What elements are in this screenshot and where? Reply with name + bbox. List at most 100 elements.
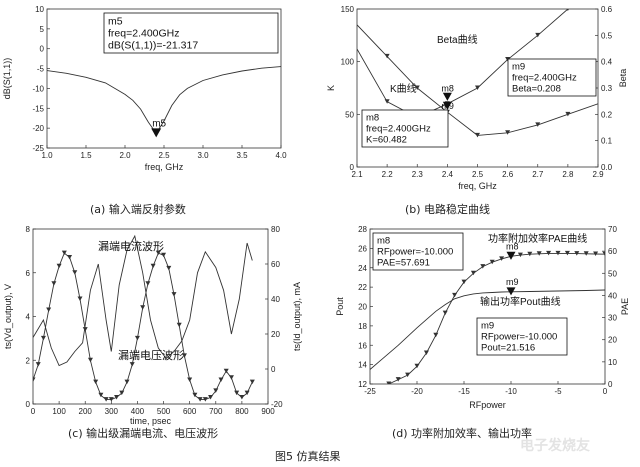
plot-area bbox=[370, 250, 605, 384]
y2-tick-label: 0 bbox=[271, 365, 276, 374]
y-tick-label: -20 bbox=[32, 124, 44, 133]
y2-axis-label: ts(Id_output), mA bbox=[292, 282, 302, 351]
y-tick-label: 22 bbox=[358, 283, 367, 292]
beta-point bbox=[505, 130, 511, 135]
marker-m8-line: PAE=57.691 bbox=[377, 258, 430, 269]
pae-point bbox=[564, 250, 570, 256]
x-tick-label: 3.5 bbox=[236, 151, 248, 160]
voltage-point bbox=[239, 394, 245, 400]
x-tick-label: 100 bbox=[52, 407, 66, 416]
voltage-point bbox=[119, 390, 125, 396]
y2-tick-label: 0 bbox=[608, 380, 613, 389]
y2-tick-label: 50 bbox=[608, 269, 617, 278]
y2-tick-label: 20 bbox=[608, 336, 617, 345]
y-tick-label: 0 bbox=[40, 45, 45, 54]
x-tick-label: 2.0 bbox=[119, 151, 131, 160]
k-curve-annotation: K曲线 bbox=[390, 82, 417, 95]
panel-b-stability-chart: 2.1 2.2 2.3 2.4 2.5 2.6 2.7 2.8 2.9 freq, GHz 150 1… bbox=[326, 5, 628, 191]
current-waveform-annotation: 漏端电流波形 bbox=[98, 239, 164, 253]
marker-m9-line: freq=2.400GHz bbox=[512, 73, 577, 84]
pae-point bbox=[442, 310, 448, 316]
voltage-point bbox=[103, 397, 109, 402]
y-tick-label: 18 bbox=[358, 322, 367, 331]
x-tick-label: 2.5 bbox=[158, 151, 170, 160]
marker-m9-triangle bbox=[506, 287, 516, 296]
x-tick-label: 0 bbox=[603, 387, 608, 396]
x-tick-label: 2.7 bbox=[532, 170, 544, 179]
y2-tick-label: 0.2 bbox=[601, 110, 613, 119]
y2-tick-label: 0.0 bbox=[601, 163, 613, 172]
k-point bbox=[535, 32, 541, 38]
voltage-point bbox=[249, 379, 255, 385]
pae-point bbox=[414, 363, 420, 369]
x-tick-label: 400 bbox=[131, 407, 145, 416]
voltage-point bbox=[223, 368, 229, 374]
y-axis-label: ts(Vd_output), V bbox=[3, 284, 13, 349]
x-tick-label: 2.2 bbox=[382, 170, 394, 179]
pae-point bbox=[555, 250, 561, 256]
y2-tick-label: 0.4 bbox=[601, 58, 613, 67]
pae-point bbox=[527, 251, 533, 257]
caption-a: (a) 输入端反射参数 bbox=[90, 202, 186, 216]
pae-point bbox=[470, 270, 476, 276]
pae-point bbox=[395, 377, 401, 382]
y-tick-label: 16 bbox=[358, 341, 367, 350]
marker-m8-box bbox=[361, 109, 449, 148]
voltage-point bbox=[77, 296, 83, 301]
x-tick-label: 700 bbox=[209, 407, 223, 416]
voltage-point bbox=[61, 250, 67, 256]
marker-m9-label: m9 bbox=[506, 277, 519, 287]
marker-m8-line: K=60.482 bbox=[366, 135, 407, 146]
y-tick-label: 10 bbox=[35, 5, 44, 14]
y2-tick-label: 0.3 bbox=[601, 84, 613, 93]
y-tick-label: 6 bbox=[26, 269, 31, 278]
voltage-point bbox=[197, 397, 203, 402]
marker-m5-line: dB(S(1,1))=-21.317 bbox=[108, 40, 198, 52]
x-tick-label: -15 bbox=[458, 387, 470, 396]
y2-tick-label: 30 bbox=[608, 314, 617, 323]
beta-point bbox=[475, 132, 480, 138]
marker-m9-triangle bbox=[442, 101, 452, 110]
x-tick-label: 2.6 bbox=[502, 170, 514, 179]
panel-a-s11-chart: 1.0 1.5 2.0 2.5 3.0 3.5 4.0 freq, GHz 10 5 0 -5 -10 -… bbox=[2, 5, 287, 172]
y-tick-label: 5 bbox=[40, 25, 45, 34]
pae-point bbox=[452, 292, 458, 298]
x-tick-label: -10 bbox=[505, 387, 517, 396]
y2-axis-label: PAE bbox=[620, 298, 630, 315]
y2-tick-label: 20 bbox=[271, 330, 280, 339]
x-tick-label: 0 bbox=[31, 407, 36, 416]
pae-point bbox=[433, 332, 439, 338]
marker-m8-label: m8 bbox=[506, 241, 519, 251]
x-tick-label: 2.8 bbox=[562, 170, 574, 179]
voltage-point bbox=[87, 357, 93, 363]
voltage-point bbox=[171, 292, 177, 297]
y-axis-label: Pout bbox=[335, 297, 345, 316]
voltage-point bbox=[161, 252, 167, 258]
voltage-point bbox=[56, 263, 62, 269]
voltage-point bbox=[93, 379, 99, 385]
x-tick-label: 200 bbox=[79, 407, 93, 416]
y-tick-label: 28 bbox=[358, 225, 367, 234]
voltage-point bbox=[187, 377, 193, 382]
voltage-point bbox=[213, 388, 219, 393]
marker-m5-label: m5 bbox=[152, 118, 166, 129]
voltage-point bbox=[51, 281, 57, 286]
pout-curve-annotation: 输出功率Pout曲线 bbox=[480, 295, 561, 308]
beta-curve-annotation: Beta曲线 bbox=[437, 33, 478, 46]
voltage-point bbox=[244, 390, 250, 396]
voltage-point bbox=[181, 353, 187, 358]
pae-point bbox=[602, 251, 605, 257]
marker-m8-line: freq=2.400GHz bbox=[366, 124, 431, 135]
plot-area bbox=[33, 234, 255, 402]
pae-point bbox=[405, 372, 411, 378]
marker-m8-line: m8 bbox=[366, 113, 379, 124]
voltage-point bbox=[176, 322, 182, 328]
marker-m9-box bbox=[507, 58, 597, 97]
x-tick-label: 1.5 bbox=[80, 151, 92, 160]
k-point bbox=[384, 99, 390, 104]
figure-title: 图5 仿真结果 bbox=[275, 449, 341, 463]
y-tick-label: 150 bbox=[341, 5, 355, 14]
x-tick-label: 500 bbox=[157, 407, 171, 416]
x-tick-label: 2.4 bbox=[442, 170, 454, 179]
